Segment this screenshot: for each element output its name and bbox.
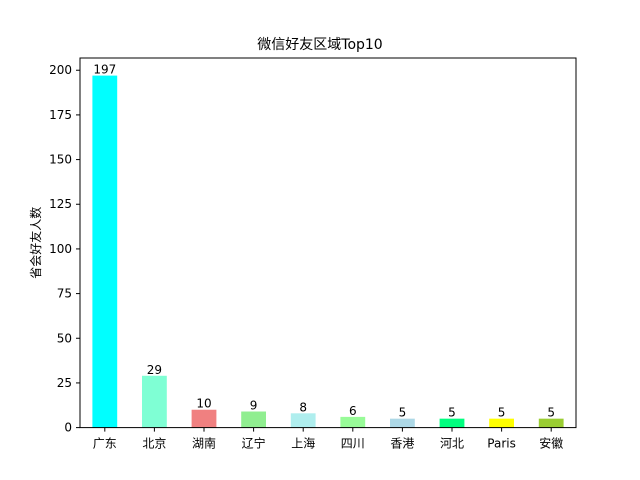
y-tick-label: 75 (57, 287, 72, 301)
x-tick-label: 辽宁 (242, 436, 266, 451)
plot-frame (79, 57, 577, 429)
bar-5 (340, 416, 366, 428)
x-tick-label: 湖南 (192, 436, 216, 451)
data-label: 29 (147, 363, 162, 377)
chart-title: 微信好友区域Top10 (257, 37, 382, 53)
y-tick-label: 125 (49, 197, 72, 211)
y-tick-label: 100 (49, 242, 72, 256)
y-tick-label: 175 (49, 108, 72, 122)
bar-7 (439, 418, 465, 428)
bar-9 (538, 418, 564, 428)
data-label: 6 (349, 404, 357, 418)
data-label: 9 (250, 399, 258, 413)
data-label: 5 (448, 406, 456, 420)
data-labels: 197 29 10 9 8 6 5 5 5 5 (93, 63, 555, 420)
x-tick-label: 广东 (93, 437, 117, 451)
x-tick-label: 四川 (341, 437, 365, 451)
y-axis-label: 省会好友人数 (28, 207, 43, 279)
x-tick-label: 北京 (142, 437, 166, 451)
data-label: 5 (498, 406, 506, 420)
bar-6 (390, 418, 415, 428)
y-axis: 0 25 50 75 100 125 150 175 200 (49, 63, 80, 435)
bar-0 (92, 75, 118, 428)
y-tick-label: 0 (64, 421, 72, 435)
bars-layer (92, 75, 564, 428)
x-tick-label: 上海 (291, 436, 315, 451)
x-tick-label: Paris (487, 437, 516, 451)
bar-3 (241, 411, 266, 428)
x-tick-label: 河北 (440, 437, 464, 451)
bar-2 (191, 409, 217, 428)
y-tick-label: 150 (49, 153, 72, 167)
x-tick-label: 香港 (390, 437, 414, 451)
x-tick-label: 安徽 (539, 436, 563, 451)
data-label: 10 (196, 397, 211, 411)
bar-1 (142, 375, 167, 428)
data-label: 197 (93, 63, 116, 77)
y-tick-label: 25 (57, 376, 72, 390)
data-label: 5 (399, 406, 407, 420)
data-label: 8 (299, 400, 307, 414)
bar-8 (489, 418, 514, 428)
data-label: 5 (547, 406, 555, 420)
bar-4 (290, 413, 316, 428)
y-tick-label: 200 (49, 63, 72, 77)
x-axis: 广东 北京 湖南 辽宁 上海 四川 香港 河北 Paris 安徽 (93, 427, 563, 451)
y-tick-label: 50 (57, 331, 72, 345)
